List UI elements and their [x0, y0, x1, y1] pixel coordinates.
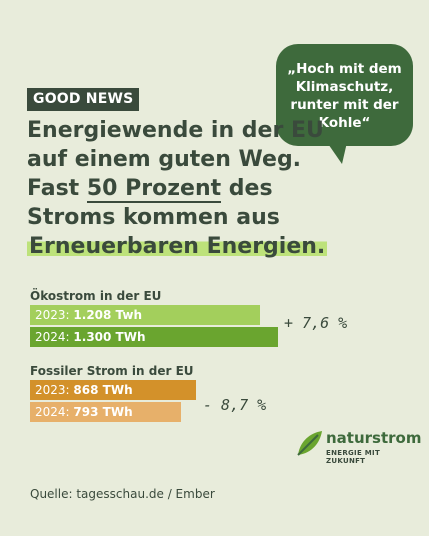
headline-part2: des Stroms kommen aus — [27, 176, 280, 230]
bar-oekostrom-2023: 2023: 1.208 Twh — [30, 305, 260, 325]
bubble-tail — [324, 138, 348, 164]
headline-highlighted: Erneuerbaren Energien. — [27, 234, 328, 259]
bar-year-label: 2024: — [35, 330, 70, 344]
headline-underlined: 50 Prozent — [86, 176, 222, 203]
fossil-change: - 8,7 % — [203, 396, 267, 414]
bar-year-label: 2023: — [35, 383, 70, 397]
headline-part1: Energiewende in der EU auf einem guten W… — [27, 118, 324, 201]
headline: Energiewende in der EU auf einem guten W… — [27, 116, 357, 261]
naturstrom-logo: naturstrom ENERGIE MIT ZUKUNFT — [296, 427, 421, 465]
source-note: Quelle: tagesschau.de / Ember — [30, 487, 215, 501]
quote-text: „Hoch mit dem Klimaschutz, runter mit de… — [287, 61, 402, 131]
bar-fossil-2024: 2024: 793 TWh — [30, 402, 181, 422]
oekostrom-title: Ökostrom in der EU — [30, 289, 162, 303]
bar-fossil-2023: 2023: 868 TWh — [30, 380, 196, 400]
fossil-title: Fossiler Strom in der EU — [30, 364, 194, 378]
leaf-icon — [297, 431, 322, 456]
good-news-badge: GOOD NEWS — [27, 88, 140, 111]
oekostrom-change: + 7,6 % — [284, 314, 348, 332]
bar-value-label: 868 TWh — [73, 383, 133, 397]
quote-bubble: „Hoch mit dem Klimaschutz, runter mit de… — [276, 44, 413, 146]
bar-value-label: 793 TWh — [73, 405, 133, 419]
bar-value-label: 1.208 Twh — [73, 308, 143, 322]
bar-year-label: 2024: — [35, 405, 70, 419]
bar-value-label: 1.300 TWh — [73, 330, 146, 344]
bar-year-label: 2023: — [35, 308, 70, 322]
logo-name: naturstrom — [326, 429, 422, 447]
logo-tagline: ENERGIE MIT ZUKUNFT — [326, 449, 381, 465]
bar-oekostrom-2024: 2024: 1.300 TWh — [30, 327, 278, 347]
